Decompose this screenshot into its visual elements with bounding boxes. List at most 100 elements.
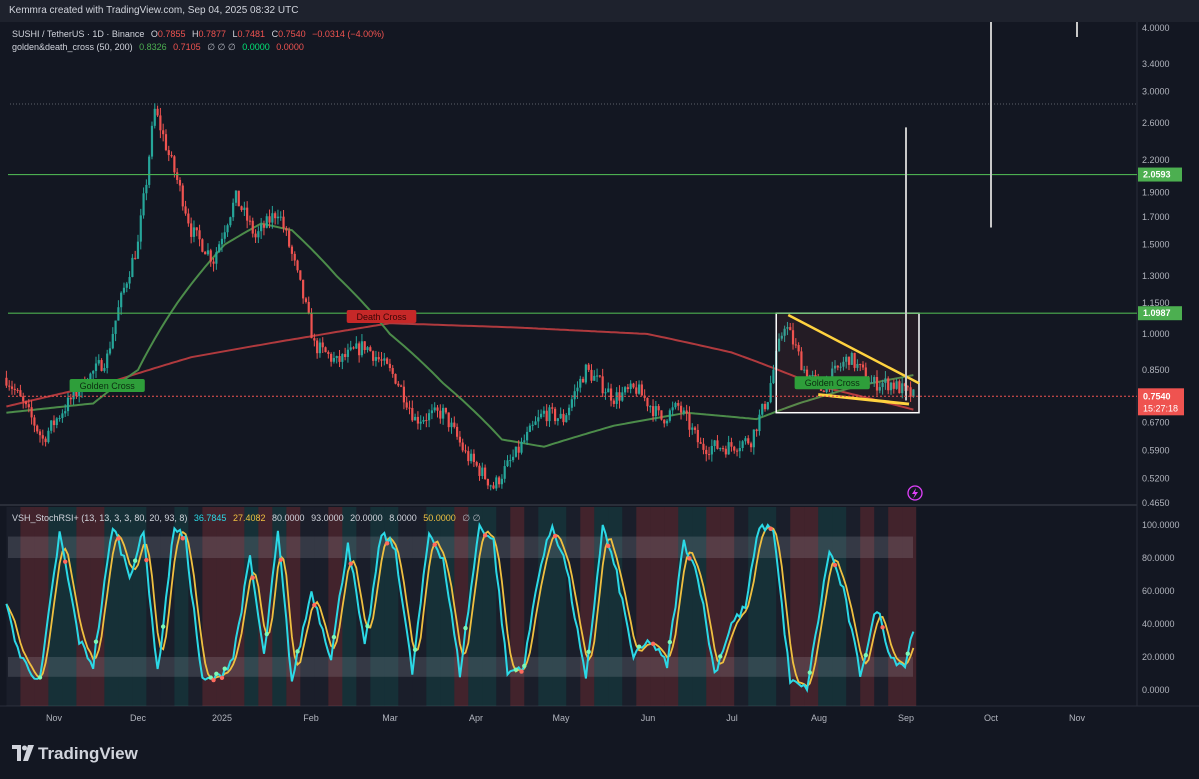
candle-body: [612, 400, 615, 404]
candle-body: [660, 410, 663, 420]
candle: [285, 226, 288, 236]
candle-body: [565, 415, 568, 423]
candle-body: [162, 130, 165, 135]
candle: [117, 300, 120, 321]
cross-dot: [214, 671, 219, 676]
candle-body: [649, 406, 652, 408]
candle: [727, 435, 730, 455]
candle: [271, 205, 274, 229]
candle-body: [136, 241, 140, 259]
candle-body: [285, 228, 288, 231]
candle: [626, 383, 629, 393]
candle: [50, 420, 53, 434]
candle-body: [176, 172, 179, 180]
rsi-zone: [832, 507, 847, 706]
candle-body: [814, 375, 817, 377]
candle-body: [94, 363, 98, 372]
candle-body: [374, 357, 378, 361]
low-label: L: [232, 29, 238, 39]
candle-body: [747, 438, 750, 444]
level-tag-label-0: 2.0593: [1143, 170, 1171, 180]
candle-body: [609, 388, 613, 401]
candle: [464, 444, 467, 454]
candle-body: [97, 360, 100, 364]
candle: [786, 321, 789, 336]
candle: [279, 211, 282, 221]
candle: [360, 334, 364, 358]
candle-body: [274, 213, 277, 219]
candle: [601, 368, 604, 397]
candle-body: [145, 184, 148, 194]
candle-body: [212, 261, 215, 264]
candle: [218, 241, 221, 253]
candle-body: [223, 232, 226, 239]
candle: [167, 145, 170, 162]
candle-body: [850, 353, 853, 365]
ma200-line: [6, 322, 914, 411]
candle-body: [111, 333, 114, 349]
candle: [470, 449, 473, 464]
candle: [237, 190, 240, 207]
time-axis-label: Jun: [641, 713, 656, 723]
candle: [122, 282, 126, 295]
candle: [517, 440, 520, 460]
candle-body: [400, 385, 403, 387]
candle: [181, 183, 184, 211]
candle: [873, 375, 876, 387]
candle: [475, 460, 478, 468]
candle: [777, 333, 781, 353]
candle-body: [327, 352, 330, 354]
candle-body: [909, 387, 912, 397]
candle: [100, 358, 103, 372]
candle-body: [769, 383, 772, 403]
candle-body: [794, 344, 797, 346]
candle: [321, 337, 324, 353]
rsi-axis-label: 60.0000: [1142, 586, 1175, 596]
rsi-zone: [62, 507, 77, 706]
candle-body: [682, 410, 685, 413]
candle-body: [8, 385, 11, 387]
candle-body: [489, 485, 492, 487]
candle-body: [579, 378, 582, 388]
candle: [55, 417, 58, 429]
candle: [243, 201, 246, 216]
candle: [428, 409, 431, 428]
candle: [178, 177, 182, 192]
price-axis-label: 0.8500: [1142, 365, 1170, 375]
rsi-value-2: 93.0000: [311, 513, 344, 523]
chart-area[interactable]: Golden Cross Death Cross Golden Cross 4.00…: [0, 22, 1199, 728]
candle: [352, 346, 355, 350]
cross-dot: [463, 625, 468, 631]
candle: [769, 375, 772, 404]
candle-body: [587, 364, 590, 370]
candle: [349, 340, 352, 352]
cross-dot: [863, 652, 869, 658]
alert-bolt: [912, 488, 918, 499]
candle-body: [251, 220, 254, 234]
candle: [363, 341, 366, 354]
candle-body: [150, 125, 154, 157]
cross-dot: [667, 639, 673, 645]
candle-body: [128, 277, 131, 284]
candle-body: [763, 403, 767, 410]
candle: [201, 238, 204, 253]
candle: [296, 259, 299, 273]
candle-body: [131, 257, 134, 278]
candle-body: [206, 250, 210, 255]
candle-body: [691, 427, 694, 430]
candle-body: [220, 238, 224, 245]
candle: [453, 416, 456, 429]
candle-body: [595, 375, 599, 377]
annotation-label: Death Cross: [357, 312, 408, 322]
price-axis-label: 0.6700: [1142, 417, 1170, 427]
candle-body: [693, 427, 697, 430]
rsi-zone: [20, 507, 35, 706]
cross-dot: [365, 623, 370, 629]
candle: [514, 446, 517, 458]
cross-dot: [312, 602, 317, 608]
candle: [909, 381, 912, 402]
candle-body: [450, 422, 453, 428]
price-axis-label: 3.0000: [1142, 86, 1170, 96]
candle: [36, 424, 39, 434]
candle: [791, 322, 795, 350]
